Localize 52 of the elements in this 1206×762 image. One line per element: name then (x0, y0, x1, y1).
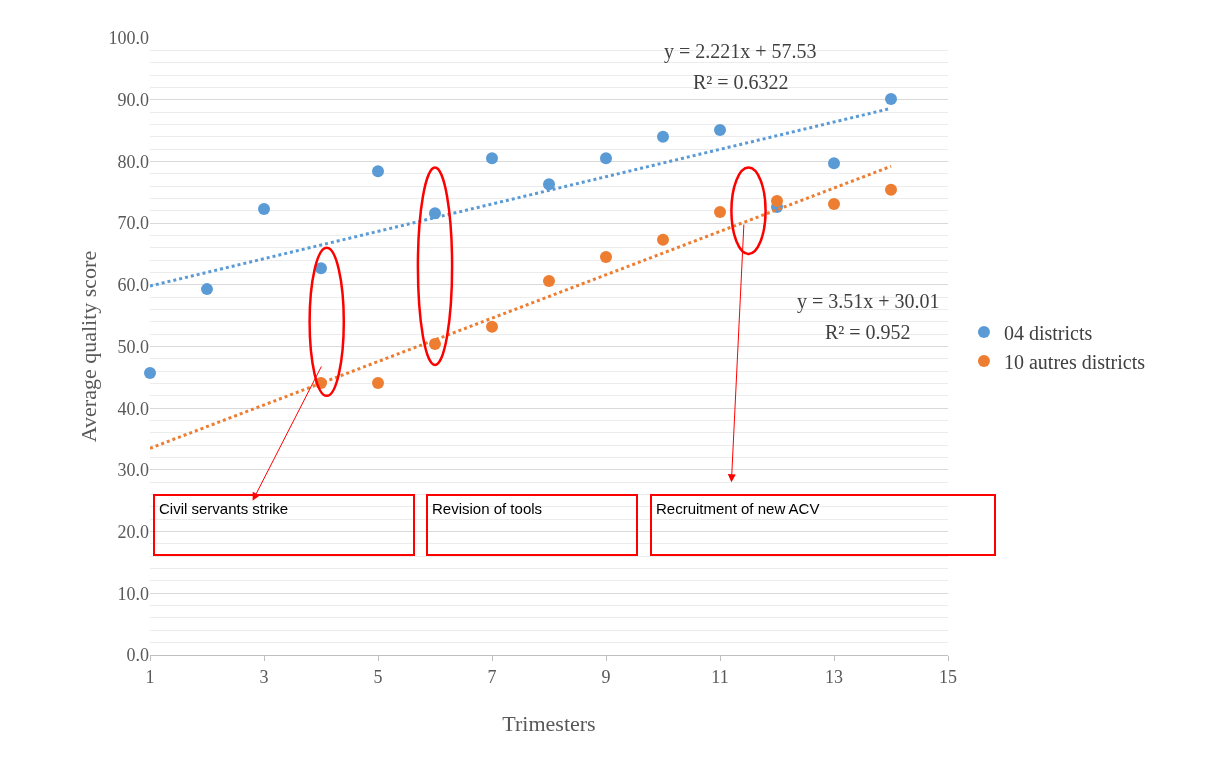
x-tick-label: 15 (939, 666, 957, 687)
point (429, 207, 441, 220)
point (315, 262, 327, 275)
point (372, 376, 384, 389)
y-tick-label: 70.0 (117, 213, 149, 234)
x-tick-label: 7 (487, 666, 497, 687)
x-axis-title: Trimesters (502, 711, 596, 736)
point (657, 233, 669, 246)
point (144, 367, 156, 380)
point (885, 183, 897, 196)
point (771, 194, 783, 207)
point (372, 165, 384, 178)
legend-label: 04 districts (1003, 321, 1093, 344)
legend-label: 10 autres districts (1003, 350, 1146, 373)
annotation: R² = 0.952 (825, 321, 911, 343)
point (714, 123, 726, 136)
y-tick-label: 10.0 (117, 583, 149, 604)
x-tick-label: 5 (373, 666, 383, 687)
x-tick-label: 9 (601, 666, 611, 687)
y-tick-label: 90.0 (117, 90, 149, 110)
annotation: Recruitment of new ACV (656, 500, 820, 517)
point (657, 130, 669, 143)
point (885, 93, 897, 106)
y-tick-label: 80.0 (117, 151, 149, 172)
annotation: R² = 0.6322 (693, 71, 789, 93)
y-axis-title: Average quality score (76, 250, 101, 443)
x-tick-label: 3 (259, 666, 269, 687)
point (201, 283, 213, 296)
y-tick-label: 30.0 (117, 460, 149, 481)
annotation: Civil servants strike (159, 500, 289, 517)
point (828, 157, 840, 170)
annotation: y = 2.221x + 57.53 (664, 40, 817, 63)
y-tick-label: 60.0 (117, 275, 149, 296)
x-tick-label: 13 (825, 666, 843, 687)
y-tick-label: 20.0 (117, 521, 149, 542)
point (714, 205, 726, 218)
y-tick-label: 40.0 (117, 398, 149, 419)
annotation: Revision of tools (432, 500, 543, 517)
point (543, 275, 555, 288)
annotation: y = 3.51x + 30.01 (797, 290, 940, 313)
point (486, 320, 498, 333)
y-tick-label: 50.0 (117, 336, 149, 357)
x-tick-label: 11 (711, 666, 729, 687)
point (543, 178, 555, 191)
y-tick-label: 0.0 (126, 645, 149, 666)
point (828, 197, 840, 210)
x-tick-label: 1 (145, 666, 155, 687)
point (486, 152, 498, 165)
point (258, 202, 270, 215)
y-tick-label: 100.0 (108, 28, 149, 49)
point (600, 251, 612, 264)
point (600, 152, 612, 165)
